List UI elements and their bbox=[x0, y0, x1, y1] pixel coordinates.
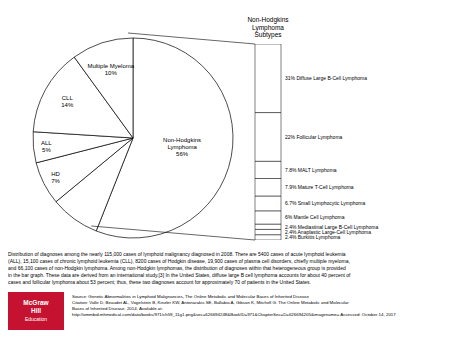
html-text:Distribution of diagnoses amon: Distribution of diagnoses among the near… bbox=[8, 251, 346, 257]
svg-text:6.7% Small Lymphocytic Lymphom: 6.7% Small Lymphocytic Lymphoma bbox=[285, 200, 365, 206]
html-text:and 66,100 cases of non-Hodgki: and 66,100 cases of non-Hodgkin lymphoma… bbox=[8, 265, 346, 271]
html-text:Bases of Inherited Disease. 20: Bases of Inherited Disease. 2014. Availa… bbox=[72, 306, 163, 311]
svg-text:31% Diffuse Large B-Cell Lymph: 31% Diffuse Large B-Cell Lymphoma bbox=[285, 75, 367, 81]
svg-text:2.4% Burkitts Lymphoma: 2.4% Burkitts Lymphoma bbox=[285, 234, 341, 240]
html-text:in the bar graph. These data a: in the bar graph. These data are derived… bbox=[8, 272, 351, 278]
svg-text:CLL14%: CLL14% bbox=[61, 95, 74, 108]
svg-text:HD7%: HD7% bbox=[51, 171, 60, 184]
html-text:(ALL), 15,100 cases of chronic: (ALL), 15,100 cases of chronic lymphoid … bbox=[8, 258, 350, 264]
svg-text:22% Follicular Lymphoma: 22% Follicular Lymphoma bbox=[285, 134, 343, 140]
html-text:McGraw: McGraw bbox=[23, 299, 49, 306]
html-text:Citation: Valle D, Beaudet AL,: Citation: Valle D, Beaudet AL, Vogelstei… bbox=[72, 300, 349, 305]
svg-text:Non-HodgkinsLymphoma56%: Non-HodgkinsLymphoma56% bbox=[163, 137, 201, 157]
html-text:Non-Hodgkins Lymphoma Subtypes: Non-Hodgkins Lymphoma Subtypes bbox=[247, 16, 289, 38]
svg-text:Multiple Myeloma10%: Multiple Myeloma10% bbox=[87, 63, 134, 76]
html-text:Source: Genetic Abnormalities: Source: Genetic Abnormalities in Lymphoi… bbox=[72, 294, 309, 299]
svg-text:6% Mantle Cell Lymphoma: 6% Mantle Cell Lymphoma bbox=[285, 214, 345, 220]
svg-text:7.8% MALT Lymphoma: 7.8% MALT Lymphoma bbox=[285, 167, 337, 173]
html-text:Education: Education bbox=[24, 316, 48, 322]
html-text:Hill: Hill bbox=[30, 307, 42, 314]
svg-text:ALL5%: ALL5% bbox=[41, 140, 52, 153]
svg-text:2.4% Mediastinal Large B-Cell: 2.4% Mediastinal Large B-Cell Lymphoma bbox=[285, 224, 378, 230]
html-text:http://ommbid.mhmedical.com/da: http://ommbid.mhmedical.com/data/books/9… bbox=[72, 312, 396, 317]
svg-text:2.4% Anaplastic Large-Cell Lym: 2.4% Anaplastic Large-Cell Lymphoma bbox=[285, 229, 371, 235]
html-text:cases and follicular lymphoma: cases and follicular lymphoma about 53 p… bbox=[8, 279, 311, 285]
svg-text:7.9% Mature T-Cell Lymphoma: 7.9% Mature T-Cell Lymphoma bbox=[285, 184, 354, 190]
